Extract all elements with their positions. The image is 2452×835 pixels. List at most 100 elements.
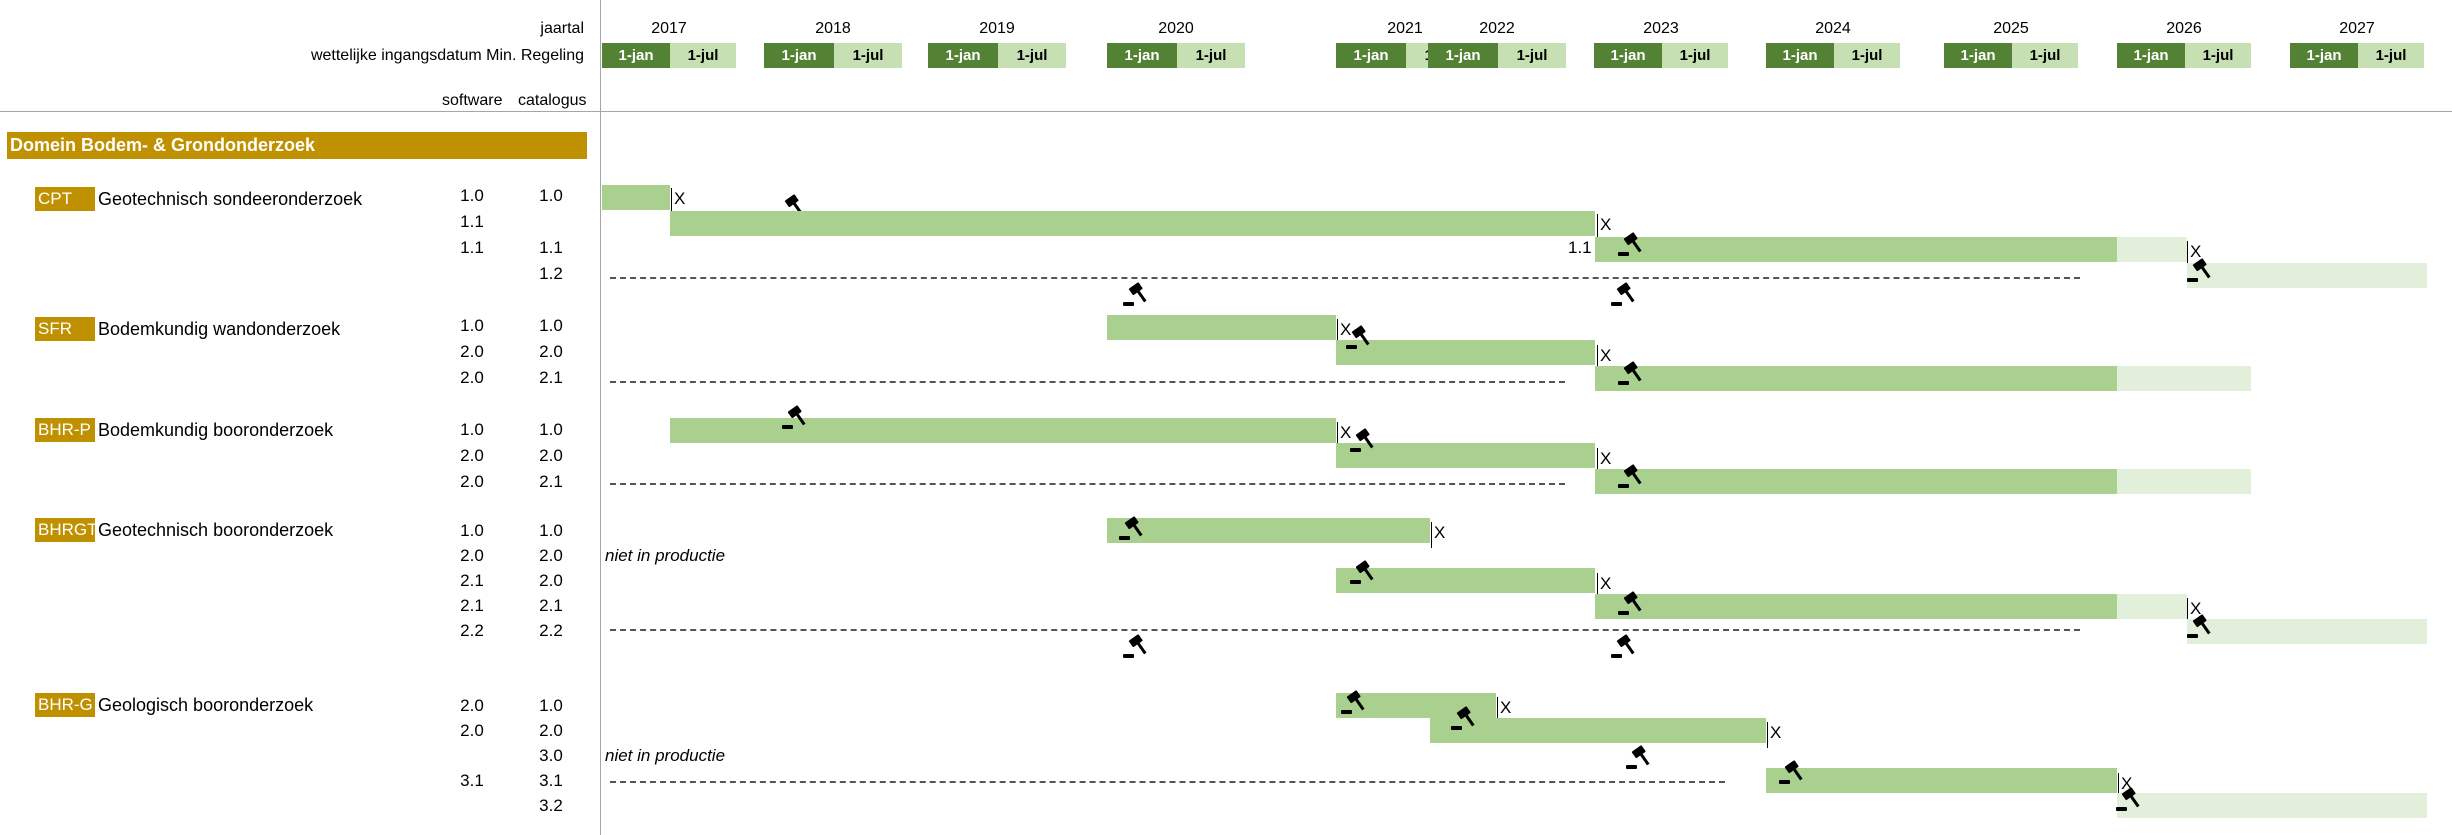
software-version: 2.0 (460, 472, 484, 491)
gavel-icon (2187, 258, 2211, 282)
gavel-icon (1451, 706, 1475, 730)
future-validity-bar (2117, 469, 2251, 494)
future-validity-bar (2117, 237, 2187, 262)
half-jul-cell: 1-jul (670, 43, 736, 68)
gavel-icon (1341, 690, 1365, 714)
year-label: 2021 (1387, 20, 1423, 37)
catalogus-version: 2.0 (539, 721, 563, 740)
year-label: 2022 (1479, 20, 1515, 37)
year-label: 2026 (2166, 20, 2202, 37)
half-jan-cell: 1-jan (2290, 43, 2358, 68)
gavel-icon (1618, 361, 1642, 385)
gavel-icon (1779, 760, 1803, 784)
module-code-badge: CPT (35, 187, 95, 211)
catalogus-version: 2.0 (539, 342, 563, 361)
validity-bar (1595, 469, 2117, 494)
gavel-icon (1611, 634, 1635, 658)
year-label: 2017 (651, 20, 687, 37)
future-validity-bar (2187, 619, 2427, 644)
module-title: Geologisch booronderzoek (98, 695, 314, 715)
catalogus-version: 3.1 (539, 771, 563, 790)
half-jan-cell: 1-jan (602, 43, 670, 68)
software-version: 2.0 (460, 546, 484, 565)
validity-bar (602, 185, 670, 210)
gavel-icon (1123, 282, 1147, 306)
catalogus-column-header: catalogus (518, 92, 587, 109)
software-version: 3.1 (460, 771, 484, 790)
catalogus-version: 1.0 (539, 186, 563, 205)
half-jan-cell: 1-jan (1336, 43, 1406, 68)
year-label: 2020 (1158, 20, 1194, 37)
end-marker: X (1596, 573, 1612, 599)
validity-bar (1595, 594, 2117, 619)
half-jan-cell: 1-jan (764, 43, 834, 68)
catalogus-version: 2.0 (539, 546, 563, 565)
gavel-icon (1350, 560, 1374, 584)
validity-bar (1336, 443, 1595, 468)
header-separator (0, 111, 2452, 112)
end-marker: X (1596, 448, 1612, 474)
half-jan-cell: 1-jan (1766, 43, 1834, 68)
gavel-icon (1626, 745, 1650, 769)
gavel-icon (2116, 787, 2140, 811)
module-code-badge: BHRGT (35, 518, 98, 542)
module-code-badge: SFR (35, 317, 95, 341)
software-version: 2.0 (460, 721, 484, 740)
ingangsdatum-label: wettelijke ingangsdatum Min. Regeling (310, 47, 584, 64)
module-title: Geotechnisch booronderzoek (98, 520, 334, 540)
end-marker: X (1336, 319, 1352, 345)
half-jul-cell: 1-jul (2185, 43, 2251, 68)
software-version: 1.0 (460, 316, 484, 335)
validity-bar (670, 418, 1336, 443)
catalogus-version: 3.0 (539, 746, 563, 765)
software-version: 2.0 (460, 446, 484, 465)
software-version: 1.1 (460, 212, 484, 231)
gavel-icon (1123, 634, 1147, 658)
validity-bar (1336, 693, 1496, 718)
software-column-header: software (442, 92, 503, 109)
future-validity-bar (2117, 793, 2427, 818)
domain-title: Domein Bodem- & Grondonderzoek (7, 132, 587, 159)
validity-bar (1336, 568, 1595, 593)
half-jul-cell: 1-jul (998, 43, 1066, 68)
status-note: niet in productie (605, 746, 726, 765)
validity-bar (670, 211, 1595, 236)
catalogus-version: 1.0 (539, 521, 563, 540)
half-jul-cell: 1-jul (2358, 43, 2424, 68)
inline-version-label: 1.1 (1568, 238, 1592, 257)
year-label: 2019 (979, 20, 1015, 37)
catalogus-version: 3.2 (539, 796, 563, 815)
planned-dashed-line (610, 381, 1565, 383)
module-title: Bodemkundig booronderzoek (98, 420, 334, 440)
catalogus-version: 1.0 (539, 696, 563, 715)
software-version: 2.2 (460, 621, 484, 640)
validity-bar (1107, 518, 1430, 543)
jaartal-label: jaartal (540, 20, 584, 37)
end-marker: X (1596, 214, 1612, 240)
catalogus-version: 2.1 (539, 368, 563, 387)
half-jul-cell: 1-jul (834, 43, 902, 68)
catalogus-version: 1.2 (539, 264, 563, 283)
year-label: 2024 (1815, 20, 1851, 37)
software-version: 2.1 (460, 596, 484, 615)
gavel-icon (1350, 428, 1374, 452)
module-code-badge: BHR-P (35, 418, 95, 442)
validity-bar (1107, 315, 1336, 340)
gavel-icon (1618, 591, 1642, 615)
planned-dashed-line (610, 629, 2080, 631)
gavel-icon (2187, 614, 2211, 638)
planned-dashed-line (610, 483, 1565, 485)
validity-bar (1430, 718, 1766, 743)
half-jul-cell: 1-jul (1177, 43, 1245, 68)
end-marker: X (670, 188, 686, 214)
future-validity-bar (2117, 366, 2251, 391)
software-version: 2.0 (460, 368, 484, 387)
future-validity-bar (2117, 594, 2187, 619)
gavel-icon (782, 405, 806, 429)
half-jan-cell: 1-jan (2117, 43, 2185, 68)
half-jan-cell: 1-jan (928, 43, 998, 68)
timeline-axis-line (600, 0, 601, 835)
end-marker: X (1766, 722, 1782, 748)
validity-bar (1595, 366, 2117, 391)
end-marker: X (1336, 422, 1352, 448)
